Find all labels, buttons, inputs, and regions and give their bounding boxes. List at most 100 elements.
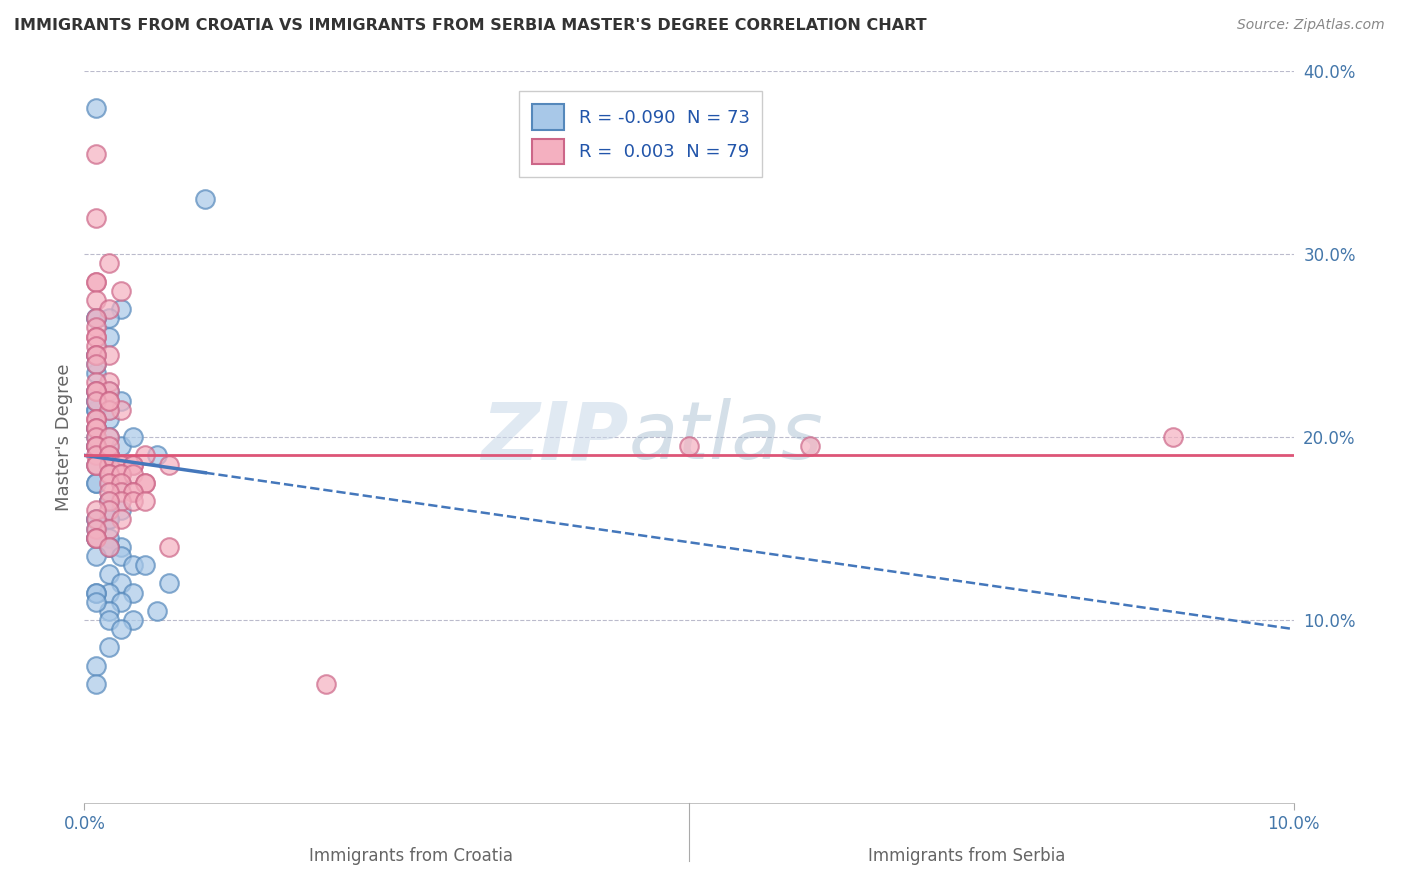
Point: [86, 531, 108, 545]
Point: [121, 485, 143, 500]
Text: atlas: atlas: [628, 398, 824, 476]
Point: [97, 430, 120, 444]
Point: [86, 329, 108, 343]
Point: [97, 475, 120, 490]
Point: [86, 512, 108, 526]
Point: [157, 540, 180, 554]
Point: [110, 512, 132, 526]
Legend: R = -0.090  N = 73, R =  0.003  N = 79: R = -0.090 N = 73, R = 0.003 N = 79: [519, 91, 762, 177]
Point: [86, 531, 108, 545]
Text: Immigrants from Serbia: Immigrants from Serbia: [869, 847, 1066, 864]
Point: [110, 475, 132, 490]
Point: [121, 494, 143, 508]
Point: [86, 458, 108, 472]
Point: [194, 192, 217, 206]
Point: [86, 439, 108, 453]
Point: [110, 485, 132, 500]
Point: [121, 485, 143, 500]
Point: [97, 439, 120, 453]
Point: [97, 503, 120, 517]
Point: [110, 594, 132, 608]
Point: [97, 485, 120, 500]
Point: [86, 521, 108, 535]
Point: [86, 475, 108, 490]
Point: [86, 311, 108, 326]
Point: [110, 301, 132, 317]
Point: [97, 448, 120, 462]
Point: [86, 375, 108, 389]
Point: [97, 494, 120, 508]
Point: [134, 494, 156, 508]
Text: Immigrants from Croatia: Immigrants from Croatia: [309, 847, 513, 864]
Point: [97, 467, 120, 481]
Text: IMMIGRANTS FROM CROATIA VS IMMIGRANTS FROM SERBIA MASTER'S DEGREE CORRELATION CH: IMMIGRANTS FROM CROATIA VS IMMIGRANTS FR…: [14, 18, 927, 33]
Point: [97, 412, 120, 426]
Point: [86, 311, 108, 326]
Point: [121, 458, 143, 472]
Point: [86, 503, 108, 517]
Point: [121, 585, 143, 599]
Text: ZIP: ZIP: [481, 398, 628, 476]
Point: [97, 301, 120, 317]
Point: [97, 494, 120, 508]
Point: [121, 613, 143, 627]
Point: [86, 430, 108, 444]
Point: [157, 458, 180, 472]
Point: [86, 531, 108, 545]
Point: [86, 512, 108, 526]
Point: [97, 448, 120, 462]
Point: [121, 558, 143, 573]
Point: [97, 640, 120, 655]
Point: [110, 458, 132, 472]
Point: [86, 348, 108, 362]
Point: [97, 494, 120, 508]
Point: [146, 604, 169, 618]
Point: [97, 512, 120, 526]
Point: [110, 439, 132, 453]
Point: [157, 576, 180, 591]
Point: [86, 293, 108, 307]
Point: [110, 549, 132, 563]
Point: [97, 540, 120, 554]
Point: [86, 421, 108, 435]
Point: [121, 458, 143, 472]
Point: [86, 439, 108, 453]
Point: [97, 393, 120, 408]
Point: [315, 677, 337, 691]
Point: [86, 384, 108, 399]
Point: [1161, 430, 1184, 444]
Point: [97, 531, 120, 545]
Point: [86, 412, 108, 426]
Point: [86, 393, 108, 408]
Point: [97, 311, 120, 326]
Point: [97, 402, 120, 417]
Point: [86, 549, 108, 563]
Point: [86, 384, 108, 399]
Point: [86, 421, 108, 435]
Point: [86, 357, 108, 371]
Point: [86, 348, 108, 362]
Point: [97, 448, 120, 462]
Point: [134, 475, 156, 490]
Point: [97, 256, 120, 270]
Point: [86, 366, 108, 380]
Point: [86, 421, 108, 435]
Point: [97, 585, 120, 599]
Point: [110, 576, 132, 591]
Point: [86, 521, 108, 535]
Point: [86, 439, 108, 453]
Point: [86, 357, 108, 371]
Point: [86, 402, 108, 417]
Point: [86, 531, 108, 545]
Point: [86, 412, 108, 426]
Point: [97, 567, 120, 582]
Point: [86, 146, 108, 161]
Point: [86, 348, 108, 362]
Point: [97, 393, 120, 408]
Point: [86, 658, 108, 673]
Point: [86, 585, 108, 599]
Point: [97, 512, 120, 526]
Point: [86, 430, 108, 444]
Point: [121, 430, 143, 444]
Point: [86, 421, 108, 435]
